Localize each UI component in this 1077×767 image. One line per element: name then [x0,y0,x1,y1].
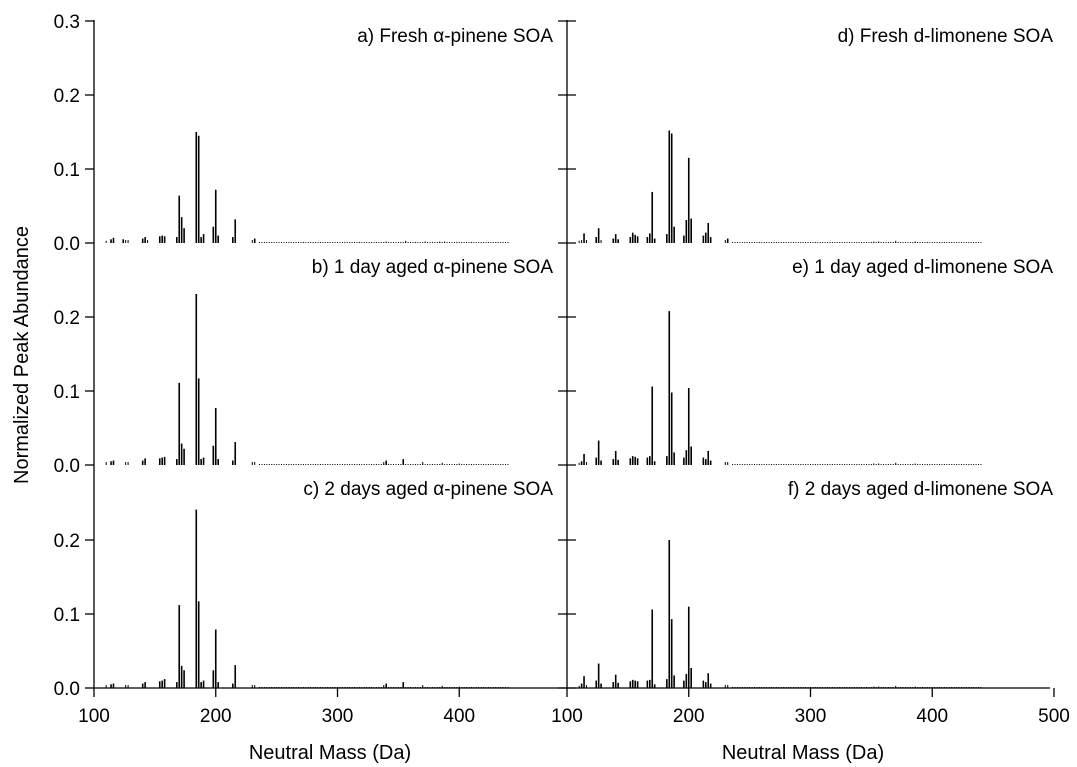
x-tick-label-right: 100 [551,706,583,727]
x-tick-label-left: 400 [443,706,475,727]
x-tick-label-left: 200 [200,706,232,727]
y-tick-label: 0.2 [54,86,80,107]
panel-d-label: d) Fresh d-limonene SOA [838,26,1054,47]
x-tick-label-right: 400 [916,706,948,727]
panel-b-label: b) 1 day aged α-pinene SOA [312,257,554,278]
right-x-axis-label: Neutral Mass (Da) [722,742,884,764]
y-tick-label: 0.0 [54,456,80,477]
x-tick-label-right: 500 [1038,706,1070,727]
sticks-layer [105,130,982,688]
y-tick-label: 0.0 [54,679,80,700]
y-tick-label: 0.3 [54,12,80,33]
y-tick-label: 0.0 [54,234,80,255]
y-tick-label: 0.1 [54,382,80,403]
left-x-axis-label: Neutral Mass (Da) [249,742,411,764]
y-tick-label: 0.1 [54,160,80,181]
y-tick-label: 0.2 [54,531,80,552]
y-axis-label: Normalized Peak Abundance [11,226,33,484]
panel-e-label: e) 1 day aged d-limonene SOA [792,257,1053,278]
x-tick-label-left: 300 [322,706,354,727]
ticks-layer: 0.0 0.1 0.2 0.3 0.0 0.1 0.2 0.0 0.1 0.2 100 200 300 4… [54,12,1070,727]
panel-f-label: f) 2 days aged d-limonene SOA [788,479,1053,500]
x-tick-label-left: 100 [78,706,110,727]
y-tick-label: 0.1 [54,605,80,626]
x-tick-label-right: 200 [673,706,705,727]
y-tick-label: 0.2 [54,308,80,329]
panel-a-label: a) Fresh α-pinene SOA [357,26,553,47]
x-tick-label-right: 300 [795,706,827,727]
panel-c-label: c) 2 days aged α-pinene SOA [303,479,553,500]
